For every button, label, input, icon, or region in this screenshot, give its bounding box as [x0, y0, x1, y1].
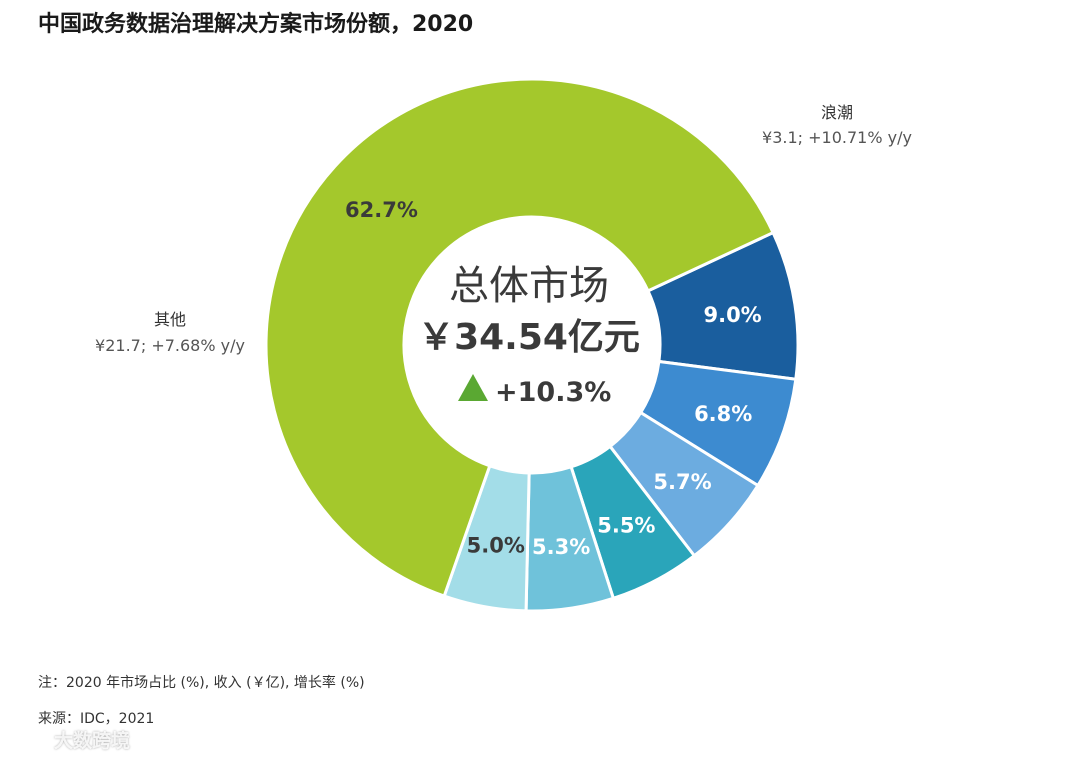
slice-label-1: 6.8% [694, 402, 752, 426]
slice-label-6: 62.7% [345, 198, 418, 222]
donut-slice-6 [264, 77, 776, 598]
slice-label-4: 5.3% [532, 535, 590, 559]
chart-source: 来源：IDC，2021 [38, 711, 155, 727]
center-total: ￥34.54亿元 [418, 317, 640, 358]
slice-group [264, 77, 800, 613]
slice-label-0: 9.0% [703, 303, 761, 327]
watermark-logo-icon [10, 732, 50, 747]
chart-note: 注：2020 年市场占比 (%), 收入 (￥亿), 增长率 (%) [38, 675, 365, 691]
callout-others-value: ¥21.7; +7.68% y/y [95, 336, 245, 355]
watermark-text: 大数跨境 [54, 730, 131, 752]
callout-others-name: 其他 [154, 310, 186, 329]
watermark: 大数跨境 [10, 726, 130, 753]
growth-up-arrow-icon [458, 374, 488, 401]
slice-label-3: 5.5% [597, 514, 655, 538]
slice-label-2: 5.7% [653, 470, 711, 494]
slice-label-5: 5.0% [467, 534, 525, 558]
callout-inspur-value: ¥3.1; +10.71% y/y [762, 128, 912, 147]
callout-inspur-name: 浪潮 [821, 103, 853, 122]
donut-chart: 9.0% 6.8% 5.7% 5.5% 5.3% 5.0% 62.7% 总体市场 ￥34.5… [95, 77, 912, 613]
chart-title: 中国政务数据治理解决方案市场份额，2020 [38, 12, 474, 37]
slice-label-group: 9.0% 6.8% 5.7% 5.5% 5.3% 5.0% 62.7% [345, 198, 762, 559]
center-growth: +10.3% [495, 377, 611, 408]
center-title: 总体市场 [449, 263, 609, 309]
